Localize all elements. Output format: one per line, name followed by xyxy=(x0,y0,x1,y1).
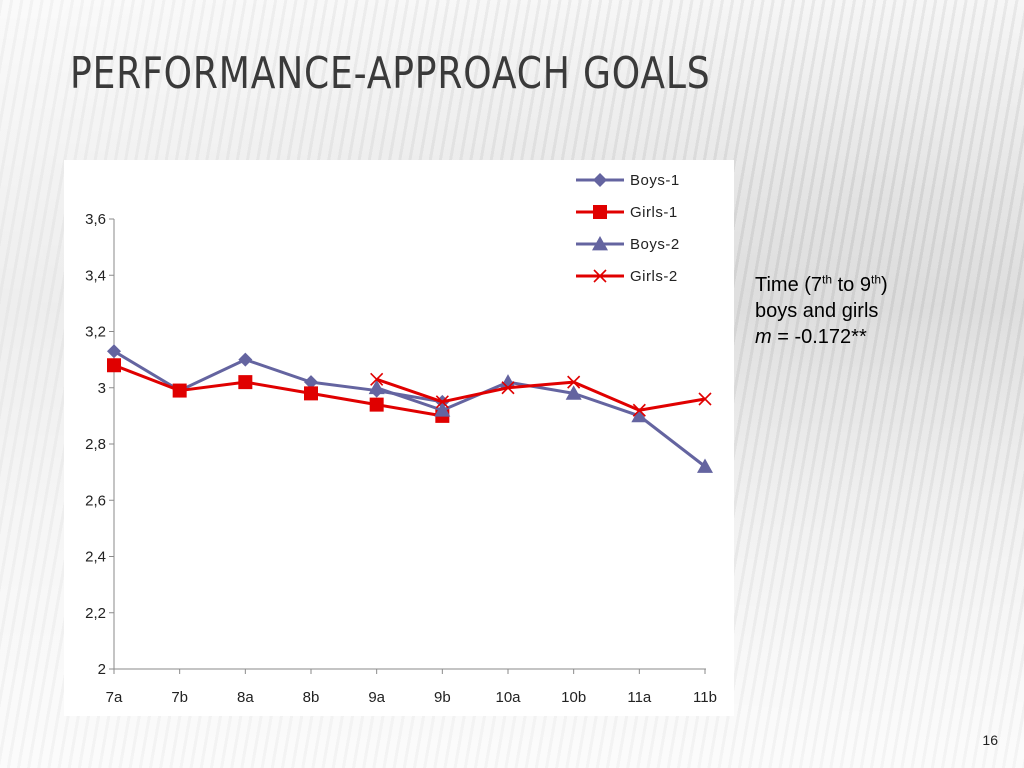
x-tick-label: 10a xyxy=(495,689,521,706)
legend-entry: Girls-2 xyxy=(576,268,678,285)
data-point-cross xyxy=(593,269,607,283)
data-point-cross xyxy=(567,375,581,389)
series-boys-2 xyxy=(368,374,713,473)
x-tick-label: 9a xyxy=(368,689,385,706)
data-point-square xyxy=(369,397,384,412)
data-point-triangle xyxy=(697,458,713,473)
data-point-triangle xyxy=(368,379,385,395)
chart-legend: Boys-1 Girls-1 Boys-2 Girls-2 xyxy=(576,172,680,285)
cross-stroke xyxy=(593,269,607,283)
y-tick-label: 2 xyxy=(98,661,106,678)
chart-panel: 2 2,2 2,4 2,6 2,8 3 3,2 3,4 3,6 7a 7b 8a 8b 9a 9b 10a 10… xyxy=(64,160,734,716)
chart-series xyxy=(107,344,713,473)
x-tick-label: 8a xyxy=(237,689,254,706)
y-tick-label: 2,2 xyxy=(85,605,106,622)
legend-label: Girls-2 xyxy=(630,268,678,285)
series-line xyxy=(113,363,443,418)
data-point-triangle xyxy=(500,374,516,389)
note-close-paren: ) xyxy=(881,274,888,296)
x-tick-label: 8b xyxy=(303,689,320,706)
note-estimate-value: = -0.172** xyxy=(771,326,867,348)
data-point-triangle xyxy=(565,385,582,400)
data-point-diamond xyxy=(593,173,607,187)
y-tick-label: 2,4 xyxy=(85,549,106,566)
data-point-square xyxy=(593,205,607,219)
x-tick-label: 10b xyxy=(561,689,586,706)
data-point-square xyxy=(238,375,253,390)
note-line-groups: boys and girls xyxy=(755,300,879,322)
cross-stroke xyxy=(632,403,646,417)
y-tick-label: 3,4 xyxy=(85,267,106,284)
y-tick-label: 2,6 xyxy=(85,492,106,509)
y-tick-label: 3 xyxy=(98,380,106,397)
data-point-triangle xyxy=(592,236,608,251)
series-line xyxy=(376,377,706,412)
y-tick-label: 3,2 xyxy=(85,324,106,341)
page-number: 16 xyxy=(982,732,998,748)
data-point-cross xyxy=(370,372,384,386)
legend-label: Boys-1 xyxy=(630,172,680,189)
note-to-text: to 9 xyxy=(832,274,871,296)
note-variable: m xyxy=(755,326,772,348)
line-chart: 2 2,2 2,4 2,6 2,8 3 3,2 3,4 3,6 7a 7b 8a 8b 9a 9b 10a 10… xyxy=(85,172,717,706)
legend-entry: Boys-1 xyxy=(576,172,680,189)
data-point-diamond xyxy=(107,344,121,359)
note-superscript-1: th xyxy=(822,272,833,287)
data-point-diamond xyxy=(304,375,318,390)
legend-entry: Boys-2 xyxy=(576,236,680,253)
cross-stroke xyxy=(501,381,515,395)
legend-label: Girls-1 xyxy=(630,204,678,221)
legend-entry: Girls-1 xyxy=(576,204,678,221)
note-time-text: Time (7 xyxy=(755,274,823,296)
series-girls-2 xyxy=(370,372,712,417)
legend-label: Boys-2 xyxy=(630,236,680,253)
chart-axes: 2 2,2 2,4 2,6 2,8 3 3,2 3,4 3,6 7a 7b 8a 8b 9a 9b 10a 10… xyxy=(85,211,717,706)
x-tick-label: 7a xyxy=(106,689,123,706)
series-girls-1 xyxy=(107,358,450,423)
series-boys-1 xyxy=(107,344,450,409)
series-line xyxy=(376,380,706,468)
slide-title: Performance-approach goals xyxy=(70,48,711,99)
data-point-cross xyxy=(501,381,515,395)
y-tick-label: 3,6 xyxy=(85,211,106,228)
data-point-square xyxy=(107,358,121,373)
data-point-triangle xyxy=(434,402,451,417)
data-point-diamond xyxy=(238,352,253,367)
data-point-cross xyxy=(632,403,646,417)
x-tick-label: 9b xyxy=(434,689,451,706)
data-point-triangle xyxy=(631,407,648,423)
data-point-cross xyxy=(698,392,712,406)
data-point-square xyxy=(304,386,318,401)
cross-stroke xyxy=(435,395,449,409)
note-line-time: Time (7th to 9th) xyxy=(755,272,975,298)
cross-stroke xyxy=(370,372,384,386)
data-point-square xyxy=(172,383,187,398)
y-tick-label: 2,8 xyxy=(85,436,106,453)
cross-stroke xyxy=(567,375,581,389)
note-superscript-2: th xyxy=(870,272,881,287)
cross-stroke xyxy=(698,392,712,406)
note-line-estimate: m = -0.172** xyxy=(755,324,975,350)
x-tick-label: 11a xyxy=(627,689,652,706)
data-point-cross xyxy=(435,395,449,409)
x-tick-label: 7b xyxy=(171,689,188,706)
model-note: Time (7th to 9th) boys and girls m = -0.… xyxy=(755,272,975,350)
x-tick-label: 11b xyxy=(693,689,717,706)
